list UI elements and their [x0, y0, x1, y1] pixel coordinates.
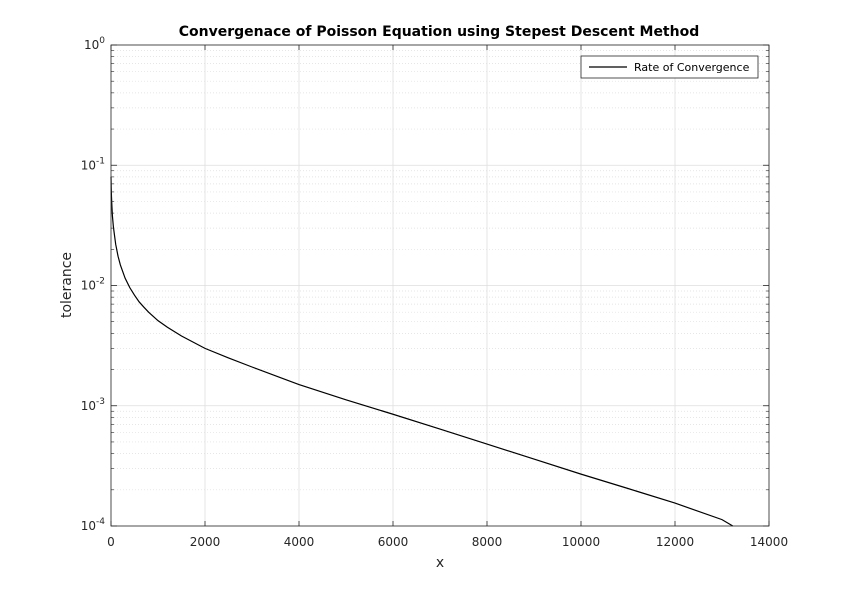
x-axis-label: x: [436, 555, 444, 571]
plot-area: [110, 44, 770, 527]
axis-ticks: [110, 44, 770, 527]
series-line-rate-of-convergence: [110, 176, 734, 527]
x-tick-label: 2000: [190, 535, 221, 549]
x-tick-label: 14000: [750, 535, 788, 549]
x-tick-label: 8000: [472, 535, 503, 549]
x-tick-label: 10000: [562, 535, 600, 549]
y-tick-label: 10-1: [81, 156, 105, 172]
x-tick-label: 0: [107, 535, 115, 549]
y-tick-label: 10-2: [81, 277, 105, 293]
legend: Rate of Convergence: [580, 55, 759, 79]
x-tick-labels: 0 2000 4000 6000 8000 10000 12000 14000: [107, 535, 788, 549]
y-tick-label: 10-4: [81, 517, 106, 533]
x-tick-label: 6000: [378, 535, 409, 549]
y-tick-label: 10-3: [81, 397, 105, 413]
x-tick-label: 4000: [284, 535, 315, 549]
legend-label: Rate of Convergence: [634, 61, 750, 74]
y-tick-labels: 100 10-1 10-2 10-3 10-4: [81, 36, 106, 533]
x-tick-label: 12000: [656, 535, 694, 549]
y-tick-label: 100: [84, 36, 105, 52]
y-axis-label: tolerance: [59, 252, 75, 318]
chart-title: Convergenace of Poisson Equation using S…: [179, 24, 699, 40]
legend-box: [580, 55, 759, 79]
